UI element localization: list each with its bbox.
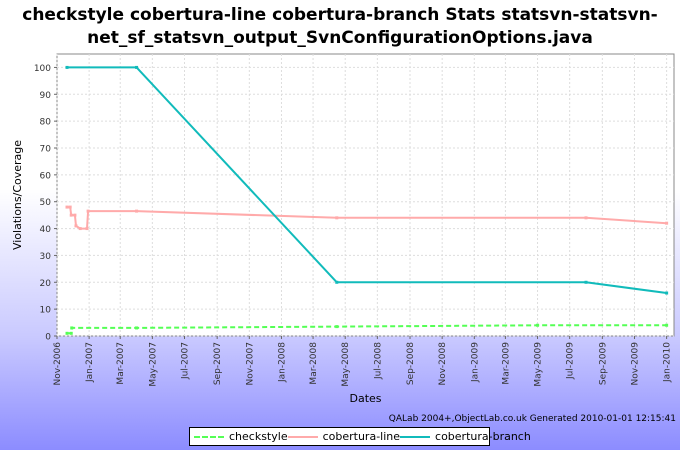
data-point-checkstyle <box>536 323 540 327</box>
legend-item-checkstyle: checkstyle <box>194 430 288 443</box>
legend-swatch-cobertura-line <box>287 435 318 438</box>
data-point-cobertura-line <box>68 205 72 209</box>
chart-title: checkstyle cobertura-line cobertura-bran… <box>0 4 680 50</box>
data-point-cobertura-branch <box>665 291 669 295</box>
grid-lines <box>56 54 674 337</box>
axes: 0 10 20 30 40 50 60 70 80 90 100 Nov-2006 Jan-2007 Ma… <box>34 64 673 387</box>
x-tick-label: Sep-2007 <box>213 342 223 385</box>
y-tick-label: 0 <box>45 333 51 343</box>
data-point-cobertura-line <box>665 221 669 225</box>
data-point-checkstyle <box>70 326 74 330</box>
y-tick-label: 60 <box>40 171 52 181</box>
data-point-cobertura-line <box>135 209 139 213</box>
x-tick-label: Jan-2010 <box>663 342 673 383</box>
y-tick-label: 90 <box>40 91 52 101</box>
data-point-cobertura-line <box>86 209 90 213</box>
data-point-checkstyle <box>65 331 69 335</box>
data-point-checkstyle <box>69 331 73 335</box>
x-tick-label: Nov-2007 <box>245 342 255 385</box>
x-tick-label: Sep-2009 <box>598 342 608 385</box>
legend-label-cobertura-line: cobertura-line <box>322 430 401 443</box>
y-tick-label: 100 <box>34 64 51 74</box>
x-tick-label: Nov-2006 <box>53 342 63 386</box>
x-tick-label: Jul-2007 <box>181 342 191 380</box>
legend-label-checkstyle: checkstyle <box>229 430 288 443</box>
y-tick-label: 20 <box>40 279 52 289</box>
legend-item-cobertura-branch: cobertura-branch <box>400 430 531 443</box>
data-point-checkstyle <box>665 323 669 327</box>
data-point-cobertura-branch <box>584 280 588 284</box>
x-tick-label: Mar-2008 <box>309 342 319 385</box>
x-tick-label: May-2008 <box>341 342 351 387</box>
legend-swatch-cobertura-branch <box>400 435 431 438</box>
x-tick-label: Jul-2009 <box>566 342 576 380</box>
y-tick-label: 70 <box>40 145 52 155</box>
plot-area <box>56 53 675 337</box>
x-tick-label: Mar-2009 <box>501 342 511 385</box>
data-point-cobertura-line <box>69 213 73 217</box>
chart-title-line-2: net_sf_statsvn_output_SvnConfigurationOp… <box>87 28 593 48</box>
x-tick-label: Jul-2008 <box>373 342 383 380</box>
x-tick-label: May-2009 <box>534 342 544 387</box>
x-tick-label: Nov-2009 <box>630 342 640 386</box>
data-point-cobertura-line <box>65 205 69 209</box>
y-tick-label: 10 <box>40 306 52 316</box>
x-tick-label: Jan-2007 <box>85 342 95 383</box>
x-tick-label: Jan-2009 <box>470 342 480 383</box>
legend: checkstyle cobertura-line cobertura-bran… <box>189 427 531 446</box>
y-tick-label: 50 <box>40 198 52 208</box>
y-tick-label: 40 <box>40 225 52 235</box>
data-point-cobertura-line <box>85 227 89 231</box>
data-point-cobertura-line <box>584 216 588 220</box>
legend-label-cobertura-branch: cobertura-branch <box>435 430 531 443</box>
x-tick-label: Sep-2008 <box>406 342 416 385</box>
data-point-cobertura-line <box>73 213 77 217</box>
legend-item-cobertura-line: cobertura-line <box>287 430 401 443</box>
x-axis-label: Dates <box>349 392 381 405</box>
chart-title-line-1: checkstyle cobertura-line cobertura-bran… <box>22 5 658 25</box>
x-tick-label: Nov-2008 <box>438 342 448 386</box>
y-axis-label: Violations/Coverage <box>11 140 24 250</box>
y-tick-label: 80 <box>40 118 52 128</box>
data-point-cobertura-branch <box>65 65 69 69</box>
x-tick-label: May-2007 <box>148 342 158 387</box>
x-tick-label: Jan-2008 <box>277 342 287 383</box>
data-point-cobertura-line <box>78 227 82 231</box>
y-tick-label: 30 <box>40 252 52 262</box>
legend-swatch-checkstyle <box>194 435 224 438</box>
data-point-cobertura-branch <box>335 280 339 284</box>
data-point-checkstyle <box>335 325 339 329</box>
series-lines <box>65 65 669 335</box>
data-point-checkstyle <box>135 326 139 330</box>
data-point-cobertura-branch <box>135 65 139 69</box>
generated-credit: QALab 2004+,ObjectLab.co.uk Generated 20… <box>388 414 676 424</box>
x-tick-label: Mar-2007 <box>116 342 126 385</box>
data-point-cobertura-line <box>74 224 78 228</box>
data-point-cobertura-line <box>335 216 339 220</box>
